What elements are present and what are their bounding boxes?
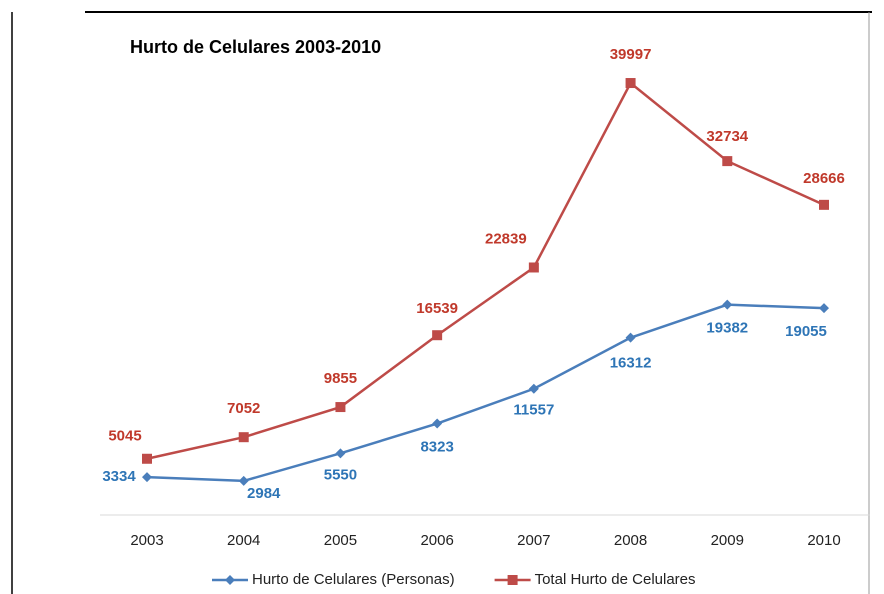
data-label: 7052 bbox=[227, 400, 260, 417]
marker bbox=[142, 472, 152, 483]
marker bbox=[432, 418, 443, 429]
legend-marker bbox=[225, 575, 235, 585]
x-tick-label: 2010 bbox=[807, 532, 840, 549]
data-label: 11557 bbox=[513, 402, 554, 419]
data-label: 16539 bbox=[416, 300, 458, 317]
marker bbox=[625, 332, 636, 343]
x-tick-label: 2006 bbox=[420, 532, 453, 549]
data-label: 5550 bbox=[324, 466, 357, 483]
data-label: 22839 bbox=[485, 230, 527, 247]
data-label: 16312 bbox=[610, 355, 652, 372]
x-tick-label: 2008 bbox=[614, 532, 647, 549]
legend-label: Hurto de Celulares (Personas) bbox=[252, 571, 455, 588]
data-label: 8323 bbox=[420, 438, 453, 455]
data-label: 5045 bbox=[108, 428, 141, 445]
data-label: 19382 bbox=[706, 320, 748, 337]
marker bbox=[528, 262, 539, 273]
legend-label: Total Hurto de Celulares bbox=[535, 571, 696, 588]
series-line bbox=[146, 81, 825, 460]
marker bbox=[335, 448, 346, 459]
x-tick-label: 2009 bbox=[711, 532, 744, 549]
marker bbox=[142, 453, 152, 464]
series-line bbox=[146, 303, 825, 483]
marker bbox=[819, 199, 829, 210]
data-label: 39997 bbox=[610, 46, 652, 63]
marker bbox=[238, 432, 249, 443]
data-label: 32734 bbox=[706, 128, 748, 145]
marker bbox=[722, 299, 733, 310]
marker bbox=[722, 156, 733, 167]
marker bbox=[819, 303, 829, 314]
marker bbox=[335, 402, 346, 413]
marker bbox=[625, 78, 636, 89]
chart-title: Hurto de Celulares 2003-2010 bbox=[130, 37, 381, 57]
x-tick-label: 2003 bbox=[130, 532, 163, 549]
data-label: 2984 bbox=[247, 485, 281, 502]
legend-marker bbox=[507, 575, 518, 585]
data-label: 28666 bbox=[803, 170, 845, 187]
x-tick-label: 2007 bbox=[517, 532, 550, 549]
marker bbox=[528, 383, 539, 394]
marker bbox=[432, 330, 443, 341]
data-label: 9855 bbox=[324, 370, 357, 387]
x-tick-label: 2005 bbox=[324, 532, 357, 549]
data-label: 3334 bbox=[102, 468, 136, 485]
marker bbox=[238, 475, 249, 486]
data-label: 19055 bbox=[785, 323, 827, 340]
x-tick-label: 2004 bbox=[227, 532, 260, 549]
